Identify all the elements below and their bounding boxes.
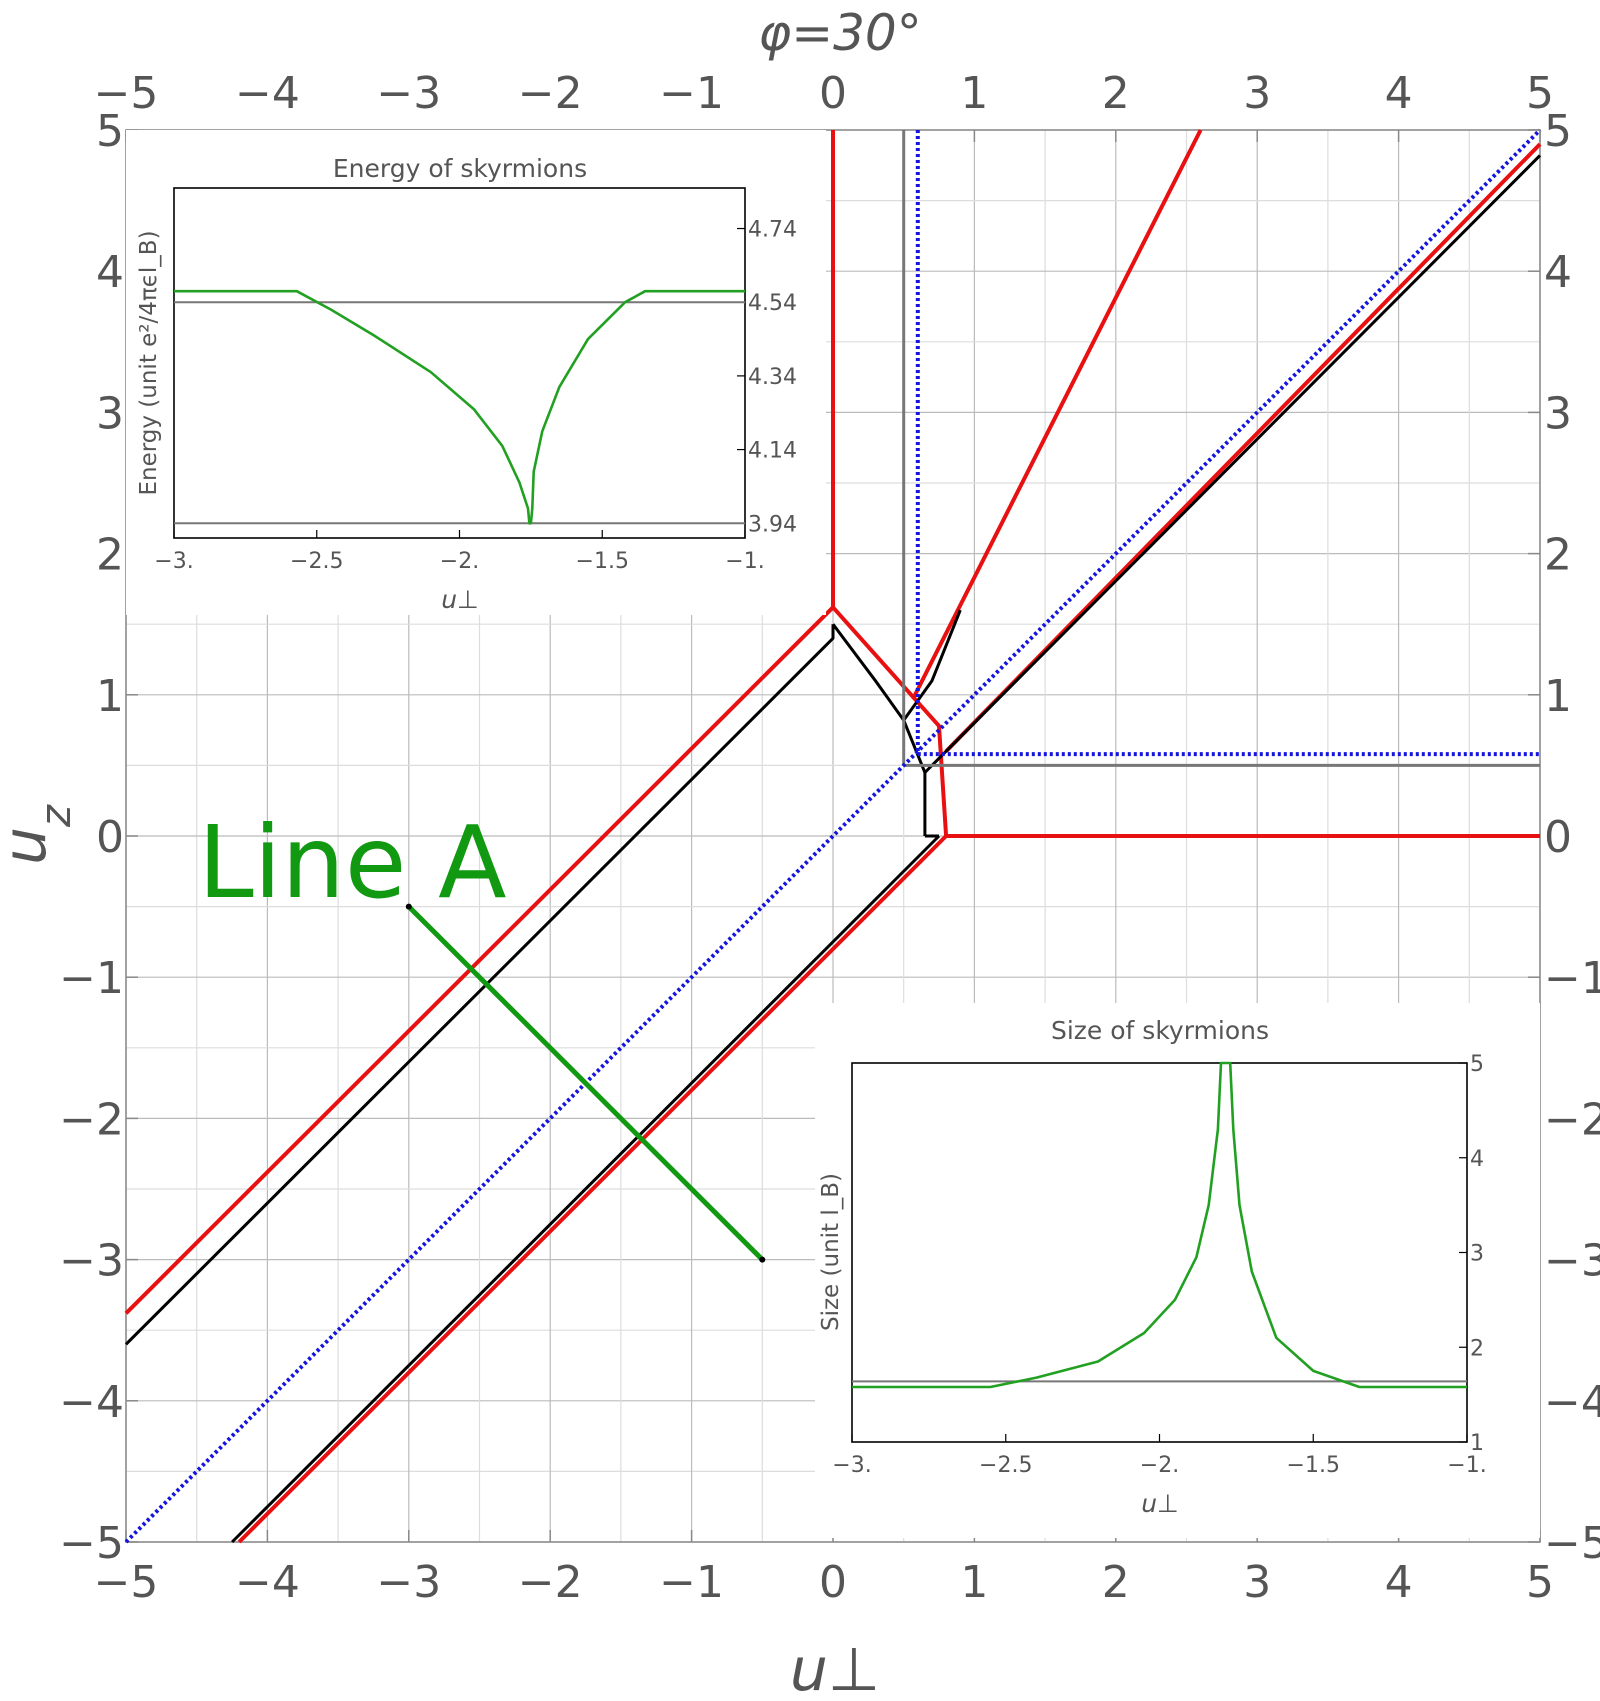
series-2 (902, 130, 1540, 767)
inset-y-tick-label: 1 (1470, 1431, 1484, 1456)
series-line-segment (911, 129, 1203, 699)
y-tick-label: −2 (59, 1094, 124, 1145)
y-tick-label: 2 (96, 530, 124, 581)
x-tick-label-top: −2 (518, 68, 583, 119)
inset-title: Size of skyrmions (1051, 1016, 1269, 1045)
x-tick-label: −3 (376, 1557, 441, 1608)
inset-x-tick-label: −1.5 (576, 549, 629, 574)
inset-x-tick-label: −2.5 (290, 549, 343, 574)
y-tick-label-right: 4 (1544, 247, 1572, 298)
y-tick-label-right: 0 (1544, 812, 1572, 863)
inset-series-line (174, 289, 745, 525)
inset-y-tick-label: 4.14 (748, 439, 797, 464)
x-tick-label-top: 0 (819, 68, 847, 119)
y-tick-label: −3 (59, 1236, 124, 1287)
inset-x-tick-label: −1. (1447, 1453, 1486, 1478)
inset-y-tick-label: 4 (1470, 1147, 1484, 1172)
y-tick-label-right: 2 (1544, 530, 1572, 581)
size-inset: Size of skyrmions u⊥ Size (unit l_B) −3. −2.… (815, 1003, 1540, 1538)
y-tick-label: −5 (59, 1518, 124, 1569)
x-tick-label-top: 3 (1243, 68, 1271, 119)
inset-y-tick-label: 5 (1470, 1052, 1484, 1077)
inset-y-tick-label: 4.74 (748, 218, 797, 243)
inset-x-tick-label: −2. (1140, 1453, 1179, 1478)
x-tick-label: 5 (1526, 1557, 1554, 1608)
y-tick-label: −1 (59, 953, 124, 1004)
y-tick-label: 3 (96, 388, 124, 439)
x-tick-label: −4 (235, 1557, 300, 1608)
inset-y-tick-label: 3 (1470, 1242, 1484, 1267)
line-a-segment (407, 904, 765, 1262)
series-line-segment (124, 624, 835, 1346)
x-tick-label: 3 (1243, 1557, 1271, 1608)
x-tick-label: 1 (960, 1557, 988, 1608)
inset-y-tick-label: 2 (1470, 1336, 1484, 1361)
y-tick-label-right: −3 (1544, 1236, 1600, 1287)
inset-y-tick-label: 3.94 (748, 512, 797, 537)
inset-x-label: u⊥ (441, 585, 479, 614)
x-tick-label-top: −1 (659, 68, 724, 119)
inset-y-label: Energy (unit e²/4πϵl_B) (136, 230, 162, 495)
inset-series-line (852, 1061, 1467, 1389)
x-axis-label: u⊥ (790, 1635, 880, 1701)
x-tick-label-top: 5 (1526, 68, 1554, 119)
line-a-label: Line A (198, 804, 507, 921)
y-tick-label-right: 3 (1544, 388, 1572, 439)
energy-inset: Energy of skyrmions u⊥ Energy (unit e²/4πϵ… (126, 130, 826, 615)
x-tick-label-top: −5 (94, 68, 159, 119)
y-tick-label: 5 (96, 106, 124, 157)
y-tick-label: 0 (96, 812, 124, 863)
x-tick-label-top: 1 (960, 68, 988, 119)
x-tick-label: −1 (659, 1557, 724, 1608)
x-tick-label: −5 (94, 1557, 159, 1608)
chart-title: φ=30° (758, 4, 922, 62)
inset-x-tick-label: −2.5 (979, 1453, 1032, 1478)
series-line-segment (237, 834, 948, 1544)
inset-y-tick-label: 4.34 (748, 365, 797, 390)
inset-y-tick-label: 4.54 (748, 291, 797, 316)
inset-x-tick-label: −3. (154, 549, 193, 574)
y-tick-label-right: 1 (1544, 671, 1572, 722)
inset-y-label: Size (unit l_B) (818, 1173, 844, 1331)
x-tick-label-top: −3 (376, 68, 441, 119)
y-tick-label: −4 (59, 1377, 124, 1428)
series-line-segment (831, 605, 949, 837)
inset-x-tick-label: −2. (440, 549, 479, 574)
line-a-endpoint (759, 1256, 766, 1263)
y-tick-label-right: −1 (1544, 953, 1600, 1004)
x-tick-label: 4 (1385, 1557, 1413, 1608)
inset-x-label: u⊥ (1141, 1489, 1179, 1518)
x-tick-label: −2 (518, 1557, 583, 1608)
series-line-segment (231, 834, 941, 1544)
y-tick-label-right: −5 (1544, 1518, 1600, 1569)
inset-title: Energy of skyrmions (333, 154, 587, 183)
inset-x-tick-label: −3. (832, 1453, 871, 1478)
series-3 (124, 128, 1542, 1544)
y-tick-label-right: −2 (1544, 1094, 1600, 1145)
inset-x-tick-label: −1.5 (1287, 1453, 1340, 1478)
inset-background (126, 130, 826, 615)
y-tick-label: 4 (96, 247, 124, 298)
y-tick-label-right: −4 (1544, 1377, 1600, 1428)
x-tick-label-top: 4 (1385, 68, 1413, 119)
series-line-segment (923, 154, 1542, 774)
x-tick-label-top: −4 (235, 68, 300, 119)
series-line-segment (902, 609, 962, 722)
x-tick-label-top: 2 (1102, 68, 1130, 119)
inset-x-tick-label: −1. (725, 549, 764, 574)
x-tick-label: 0 (819, 1557, 847, 1608)
inset-background (815, 1003, 1540, 1538)
line-a-endpoint (405, 903, 412, 910)
y-tick-label-right: 5 (1544, 106, 1572, 157)
y-tick-label: 1 (96, 671, 124, 722)
x-tick-label: 2 (1102, 1557, 1130, 1608)
